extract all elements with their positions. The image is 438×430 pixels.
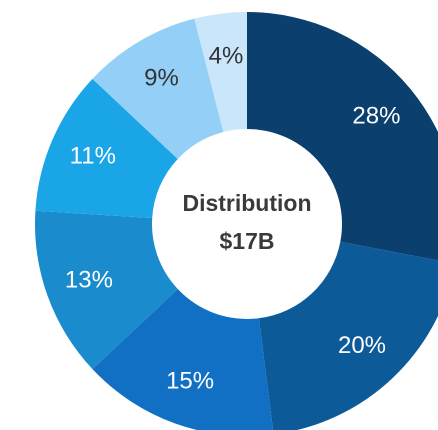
slice-label: 13% (65, 266, 113, 293)
slice-label: 11% (70, 143, 116, 170)
slice-label: 4% (209, 43, 244, 70)
slice-label: 15% (166, 367, 214, 394)
donut-slice (247, 12, 438, 261)
center-title: Distribution (182, 190, 311, 216)
donut-slice (92, 289, 274, 430)
donut-slice (92, 18, 224, 159)
donut-slice (194, 12, 247, 132)
donut-slice (35, 78, 178, 219)
slice-label: 9% (144, 65, 179, 92)
slice-label: 28% (352, 102, 400, 129)
slice-label: 20% (338, 332, 386, 359)
donut-slice (35, 210, 178, 370)
donut-slice (258, 241, 438, 430)
center-value: $17B (220, 228, 275, 254)
